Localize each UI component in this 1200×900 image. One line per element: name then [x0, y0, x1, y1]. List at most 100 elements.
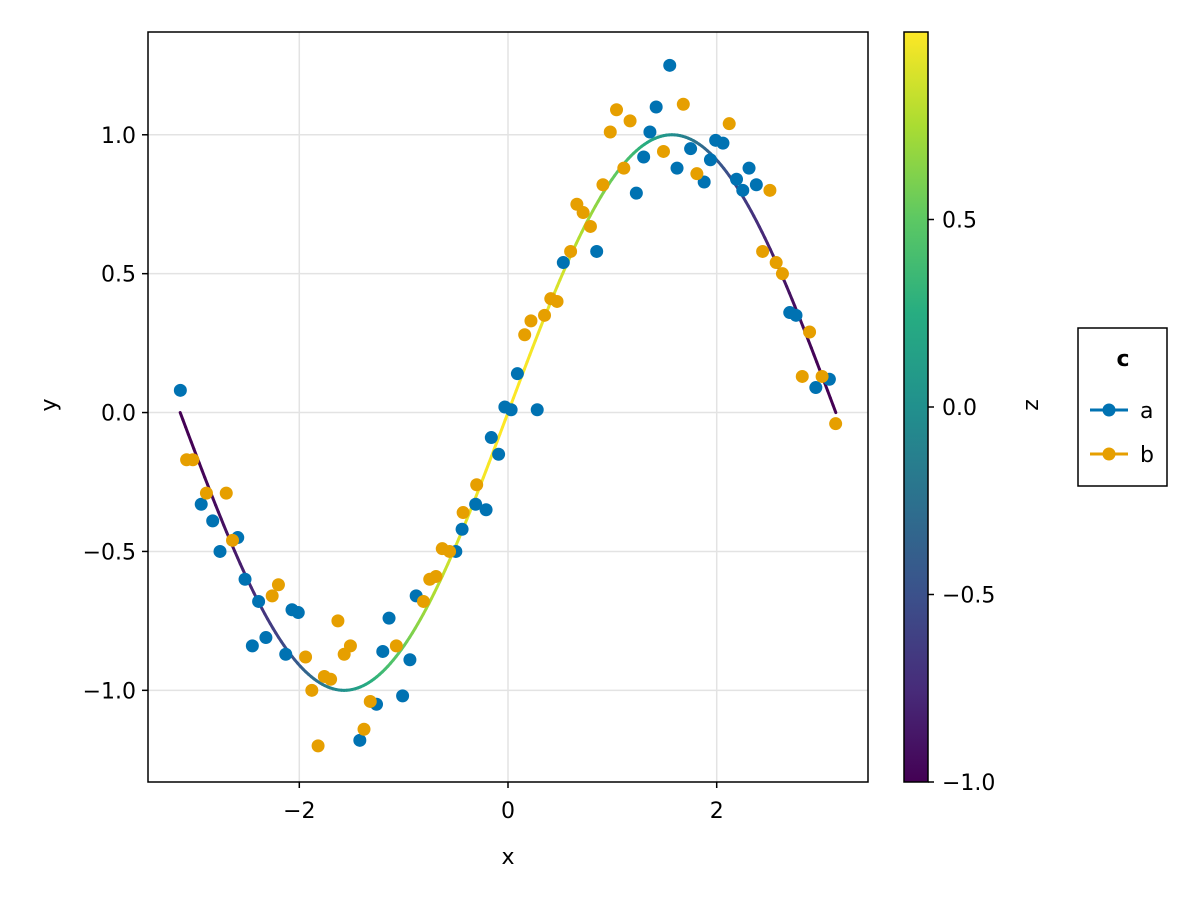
- point-b: [331, 614, 345, 628]
- colorbar-tick-label: −0.5: [942, 584, 995, 609]
- point-a: [291, 606, 305, 620]
- point-a: [703, 153, 717, 167]
- colorbar-label: z: [1019, 399, 1044, 411]
- point-b: [343, 639, 357, 653]
- y-tick-label: −0.5: [83, 540, 136, 565]
- point-a: [730, 172, 744, 186]
- plot-area: −2 0 2 −1.0 −0.5 0.0 0.5 1.0 x y: [37, 31, 869, 870]
- point-a: [206, 514, 220, 528]
- point-a: [809, 381, 823, 395]
- x-axis-ticks: −2 0 2: [283, 782, 724, 824]
- y-axis-label: y: [37, 398, 62, 411]
- point-a: [396, 689, 410, 703]
- colorbar-tick-label: −1.0: [942, 771, 995, 796]
- colorbar: −1.0 −0.5 0.0 0.5 z: [903, 31, 1044, 796]
- point-b: [610, 103, 624, 117]
- point-a: [742, 161, 756, 175]
- point-b: [271, 578, 285, 592]
- colorbar-tick-label: 0.5: [942, 209, 977, 234]
- legend: c ab: [1077, 327, 1168, 487]
- legend-label-a: a: [1140, 399, 1153, 424]
- legend-title: c: [1116, 347, 1129, 372]
- y-tick-label: 0.5: [101, 263, 136, 288]
- colorbar-ticks: −1.0 −0.5 0.0 0.5: [928, 209, 995, 796]
- x-tick-label: 2: [710, 799, 724, 824]
- point-a: [245, 639, 259, 653]
- point-b: [617, 161, 631, 175]
- point-a: [479, 503, 493, 517]
- point-b: [756, 244, 770, 258]
- point-a: [238, 572, 252, 586]
- curve-segment: [831, 403, 838, 415]
- point-a: [749, 178, 763, 192]
- point-b: [763, 183, 777, 197]
- point-a: [736, 183, 750, 197]
- point-b: [363, 694, 377, 708]
- point-a: [455, 522, 469, 536]
- point-b: [829, 417, 843, 431]
- point-a: [252, 594, 266, 608]
- point-b: [803, 325, 817, 339]
- point-b: [416, 594, 430, 608]
- point-b: [324, 672, 338, 686]
- colorbar-tick-label: 0.0: [942, 396, 977, 421]
- point-b: [186, 453, 200, 467]
- point-a: [789, 308, 803, 322]
- point-b: [389, 639, 403, 653]
- point-b: [550, 294, 564, 308]
- point-b: [564, 244, 578, 258]
- y-tick-label: 1.0: [101, 124, 136, 149]
- point-b: [815, 369, 829, 383]
- point-a: [259, 631, 273, 645]
- point-a: [556, 256, 570, 270]
- point-a: [353, 733, 367, 747]
- point-a: [173, 383, 187, 397]
- scatter-points: [173, 58, 843, 753]
- point-a: [697, 175, 711, 189]
- point-a: [670, 161, 684, 175]
- point-b: [596, 178, 610, 192]
- colorbar-gradient: [903, 31, 929, 783]
- point-b: [576, 206, 590, 220]
- point-a: [504, 403, 518, 417]
- point-b: [470, 478, 484, 492]
- point-a: [643, 125, 657, 139]
- point-a: [484, 431, 498, 445]
- point-b: [299, 650, 313, 664]
- point-a: [637, 150, 651, 164]
- point-a: [684, 142, 698, 156]
- point-a: [469, 497, 483, 511]
- point-b: [795, 369, 809, 383]
- x-axis-label: x: [501, 845, 514, 870]
- point-b: [538, 308, 552, 322]
- point-a: [403, 653, 417, 667]
- point-b: [305, 683, 319, 697]
- y-axis-ticks: −1.0 −0.5 0.0 0.5 1.0: [83, 124, 148, 704]
- point-b: [456, 506, 470, 520]
- sine-curve: [178, 133, 838, 692]
- point-b: [518, 328, 532, 342]
- legend-marker-a: [1102, 403, 1116, 417]
- point-b: [443, 544, 457, 558]
- point-b: [311, 739, 325, 753]
- x-tick-label: −2: [283, 799, 315, 824]
- point-b: [524, 314, 538, 328]
- point-a: [213, 544, 227, 558]
- point-a: [376, 644, 390, 658]
- point-b: [656, 144, 670, 158]
- point-b: [429, 569, 443, 583]
- point-a: [382, 611, 396, 625]
- point-b: [722, 117, 736, 131]
- point-b: [265, 589, 279, 603]
- legend-marker-b: [1102, 447, 1116, 461]
- point-b: [357, 722, 371, 736]
- point-a: [716, 136, 730, 150]
- point-a: [649, 100, 663, 114]
- legend-box: [1077, 327, 1168, 487]
- point-b: [583, 219, 597, 233]
- y-tick-label: −1.0: [83, 679, 136, 704]
- point-b: [775, 267, 789, 281]
- y-tick-label: 0.0: [101, 402, 136, 427]
- point-b: [690, 167, 704, 181]
- point-b: [676, 97, 690, 111]
